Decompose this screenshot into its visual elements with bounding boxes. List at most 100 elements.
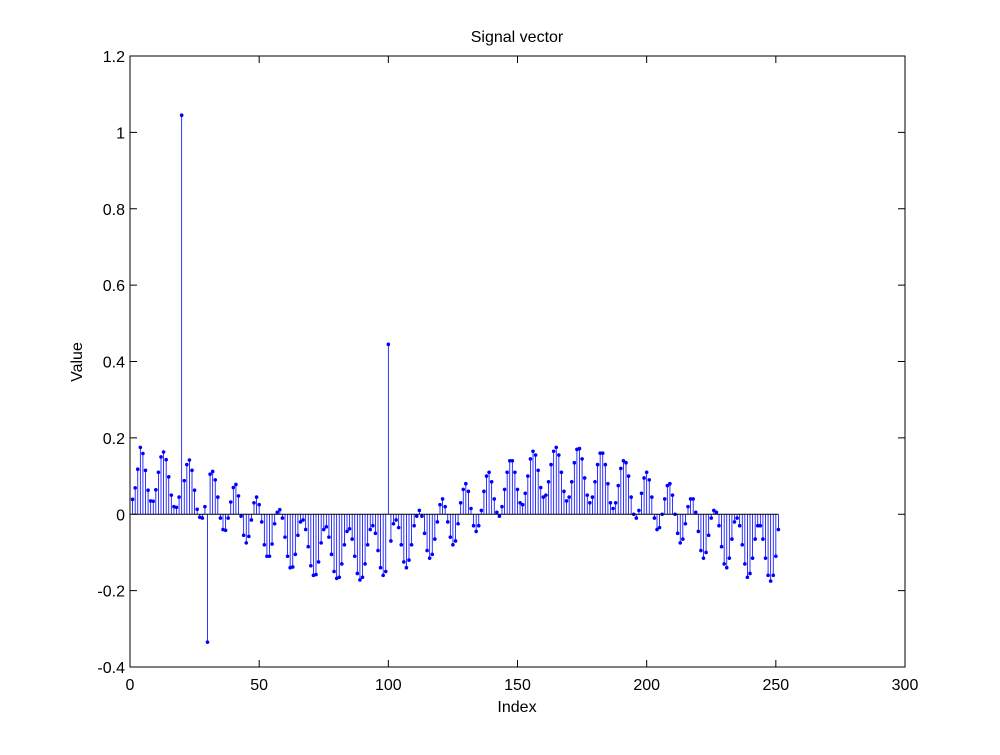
data-point	[187, 458, 192, 462]
data-point	[613, 500, 618, 505]
data-point	[195, 507, 199, 512]
data-point	[600, 451, 605, 455]
data-point	[474, 529, 478, 534]
data-point	[332, 569, 336, 574]
data-point	[451, 543, 455, 547]
data-point	[409, 543, 414, 547]
data-point	[743, 562, 747, 566]
data-point	[507, 458, 512, 463]
y-tick-label: 0.4	[103, 355, 125, 372]
data-point	[593, 479, 597, 484]
data-point	[562, 489, 566, 494]
data-point	[404, 565, 409, 570]
data-point	[466, 489, 471, 494]
data-point	[138, 445, 143, 450]
data-point	[650, 495, 654, 499]
data-point	[670, 493, 675, 497]
data-point	[665, 483, 670, 488]
data-point	[234, 482, 238, 487]
data-point	[629, 495, 633, 499]
data-point	[216, 495, 220, 499]
data-point	[768, 579, 773, 583]
data-point	[278, 507, 282, 512]
data-point	[365, 543, 370, 547]
data-point	[755, 523, 760, 528]
data-point	[143, 468, 148, 473]
data-point	[766, 573, 770, 578]
data-point	[642, 476, 646, 480]
data-point	[329, 552, 334, 557]
data-point	[699, 548, 703, 553]
data-point	[174, 505, 179, 510]
data-point	[399, 543, 404, 547]
data-point	[272, 521, 277, 526]
data-point	[730, 537, 734, 541]
data-point	[712, 508, 716, 513]
data-point	[626, 474, 631, 478]
data-point	[166, 475, 171, 479]
data-point	[249, 518, 254, 522]
data-point	[259, 520, 264, 524]
data-point	[358, 578, 362, 582]
data-point	[435, 520, 440, 524]
data-point	[309, 564, 313, 568]
data-point	[693, 510, 698, 515]
data-point	[407, 558, 411, 562]
data-point	[745, 575, 750, 580]
data-point	[621, 458, 626, 463]
data-point	[750, 556, 755, 560]
data-point	[458, 500, 463, 505]
data-point	[652, 516, 657, 520]
data-point	[598, 451, 602, 455]
data-point	[443, 504, 447, 509]
data-point	[200, 516, 205, 520]
data-point	[732, 520, 737, 524]
data-point	[267, 554, 272, 559]
data-point	[254, 495, 259, 499]
data-point	[285, 554, 290, 559]
data-point	[383, 569, 388, 574]
data-point	[637, 508, 641, 513]
data-point	[394, 518, 398, 522]
data-point	[169, 493, 174, 497]
data-point	[306, 544, 311, 549]
data-point	[771, 573, 776, 578]
data-point	[417, 508, 422, 513]
data-point	[368, 527, 373, 532]
y-tick-label: 0.8	[103, 202, 125, 219]
y-tick-label: 0	[116, 507, 125, 524]
chart-title: Signal vector	[471, 29, 564, 46]
data-point	[492, 497, 497, 501]
marker-group	[130, 113, 781, 644]
data-point	[533, 453, 538, 457]
data-point	[675, 531, 680, 536]
data-point	[182, 478, 187, 483]
data-point	[528, 457, 533, 461]
data-point	[487, 470, 491, 475]
y-tick-label: 0.6	[103, 278, 125, 295]
data-point	[340, 562, 344, 566]
data-point	[275, 510, 280, 515]
data-point	[714, 510, 719, 515]
data-point	[518, 500, 522, 505]
data-point	[681, 537, 685, 541]
data-point	[526, 474, 530, 478]
data-point	[164, 457, 168, 462]
data-point	[585, 493, 590, 497]
data-point	[179, 113, 184, 117]
data-point	[678, 541, 683, 545]
data-point	[510, 458, 515, 463]
data-point	[513, 470, 517, 475]
data-point	[445, 520, 450, 524]
data-point	[546, 479, 551, 484]
data-point	[500, 504, 504, 509]
data-point	[727, 556, 732, 560]
data-point	[709, 516, 714, 520]
data-point	[360, 575, 365, 580]
data-point	[430, 552, 435, 557]
data-point	[505, 470, 509, 475]
data-point	[293, 552, 298, 557]
